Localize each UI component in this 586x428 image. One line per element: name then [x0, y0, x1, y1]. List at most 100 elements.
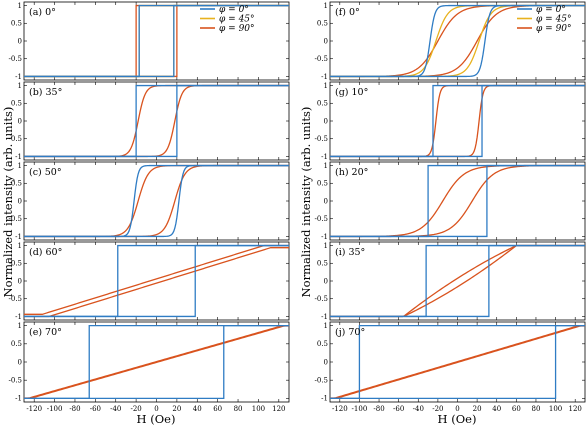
panel-2: -1 -0.5 0 0.5 1 (c) 50° — [9, 161, 290, 241]
legend-label: φ = 45° — [536, 15, 572, 25]
series-line — [330, 4, 585, 78]
y-tick-label: -1 — [15, 73, 22, 81]
x-tick-label: 0 — [154, 405, 158, 413]
x-tick-label: -80 — [373, 405, 384, 413]
y-tick-label: -0.5 — [315, 295, 329, 303]
panel-label: (i) 35° — [335, 247, 365, 258]
y-tick-label: 0.5 — [317, 260, 328, 268]
y-tick-label: 0.5 — [11, 180, 22, 188]
y-tick-label: -1 — [321, 395, 328, 403]
y-tick-label: -0.5 — [9, 55, 23, 63]
panel-label: (b) 35° — [29, 87, 62, 98]
x-tick-label: -60 — [393, 405, 404, 413]
y-tick-label: -0.5 — [9, 135, 23, 143]
series-line — [330, 244, 585, 318]
y-tick-label: 0.5 — [317, 100, 328, 108]
x-tick-label: 60 — [512, 405, 521, 413]
x-tick-label: -100 — [352, 405, 368, 413]
panel-8: -1 -0.5 0 0.5 1 (i) 35° — [315, 241, 586, 321]
y-tick-label: 0.5 — [317, 180, 328, 188]
y-tick-label: 1 — [18, 2, 22, 10]
x-tick-label: -40 — [413, 405, 424, 413]
x-tick-label: -40 — [110, 405, 121, 413]
y-tick-label: 1 — [18, 322, 22, 330]
y-tick-label: 0.5 — [317, 340, 328, 348]
panel-label: (f) 0° — [335, 7, 360, 18]
panel-3: -1 -0.5 0 0.5 1 (d) 60° — [9, 241, 290, 321]
x-tick-label: 100 — [549, 405, 562, 413]
y-tick-label: 0 — [18, 117, 22, 125]
y-tick-label: 0.5 — [317, 20, 328, 28]
series-line — [24, 325, 289, 400]
panel-frame — [23, 161, 290, 241]
x-tick-label: -120 — [26, 405, 42, 413]
x-tick-label: -20 — [130, 405, 141, 413]
series-line — [24, 324, 289, 400]
panel-label: (j) 70° — [335, 327, 365, 338]
panel-label: (d) 60° — [29, 247, 62, 258]
y-tick-label: -0.5 — [315, 55, 329, 63]
series-line — [24, 247, 289, 318]
panel-1: -1 -0.5 0 0.5 1 (b) 35° — [9, 81, 290, 161]
panel-frame — [23, 81, 290, 161]
series-line — [24, 244, 289, 315]
legend-label: φ = 90° — [219, 24, 255, 34]
y-tick-label: 0 — [324, 37, 328, 45]
y-tick-label: -0.5 — [315, 135, 329, 143]
x-axis-label-right: H (Oe) — [438, 412, 477, 426]
legend-label: φ = 0° — [219, 5, 249, 15]
x-tick-label: -120 — [332, 405, 348, 413]
series-line — [24, 244, 289, 318]
y-axis-label-left: Normalized intensity (arb. units) — [1, 107, 15, 298]
series-line — [330, 324, 585, 400]
y-tick-label: 1 — [18, 162, 22, 170]
legend-label: φ = 45° — [219, 15, 255, 25]
y-tick-label: -1 — [321, 233, 328, 241]
y-tick-label: 0.5 — [11, 340, 22, 348]
x-tick-label: -60 — [90, 405, 101, 413]
y-tick-label: 0 — [18, 197, 22, 205]
x-tick-label: -80 — [69, 405, 80, 413]
series-line — [330, 84, 585, 158]
series-line — [24, 84, 289, 158]
y-axis-label-right: Normalized intensity (arb. units) — [299, 107, 313, 298]
y-tick-label: -1 — [15, 395, 22, 403]
y-tick-label: -1 — [321, 313, 328, 321]
y-tick-label: 1 — [324, 82, 328, 90]
y-tick-label: -1 — [15, 233, 22, 241]
series-line — [24, 4, 289, 78]
panel-frame — [23, 241, 290, 321]
series-line — [24, 324, 289, 399]
panel-label: (h) 20° — [335, 167, 368, 178]
panel-9: -1 -0.5 0 0.5 1 -120 -100 -80 -60 -40 -20 0 20 40 60 80… — [315, 321, 586, 413]
x-axis-label-left: H (Oe) — [137, 412, 176, 426]
x-tick-label: 80 — [234, 405, 243, 413]
panel-frame — [329, 241, 586, 321]
panel-0: -1 -0.5 0 0.5 1 (a) 0° φ = 0°φ = 45°φ = 90° — [9, 1, 290, 81]
panel-label: (g) 10° — [335, 87, 368, 98]
y-tick-label: -0.5 — [9, 376, 23, 384]
y-tick-label: 0 — [324, 358, 328, 366]
y-tick-label: 1 — [324, 242, 328, 250]
panel-label: (a) 0° — [29, 7, 56, 18]
panel-6: -1 -0.5 0 0.5 1 (g) 10° — [315, 81, 586, 161]
y-tick-label: 0 — [18, 277, 22, 285]
panel-7: -1 -0.5 0 0.5 1 (h) 20° — [315, 161, 586, 241]
y-tick-label: 1 — [324, 162, 328, 170]
y-tick-label: -1 — [321, 73, 328, 81]
y-tick-label: 0.5 — [11, 100, 22, 108]
series-line — [330, 164, 585, 238]
panel-label: (c) 50° — [29, 167, 62, 178]
y-tick-label: 1 — [18, 82, 22, 90]
panel-frame — [23, 1, 290, 81]
x-tick-label: -20 — [432, 405, 443, 413]
x-tick-label: 120 — [272, 405, 285, 413]
x-tick-label: 40 — [193, 405, 202, 413]
series-line — [330, 325, 585, 400]
y-tick-label: 1 — [18, 242, 22, 250]
x-tick-label: 100 — [252, 405, 265, 413]
legend-label: φ = 90° — [536, 24, 572, 34]
x-tick-label: 60 — [213, 405, 222, 413]
legend-label: φ = 0° — [536, 5, 566, 15]
